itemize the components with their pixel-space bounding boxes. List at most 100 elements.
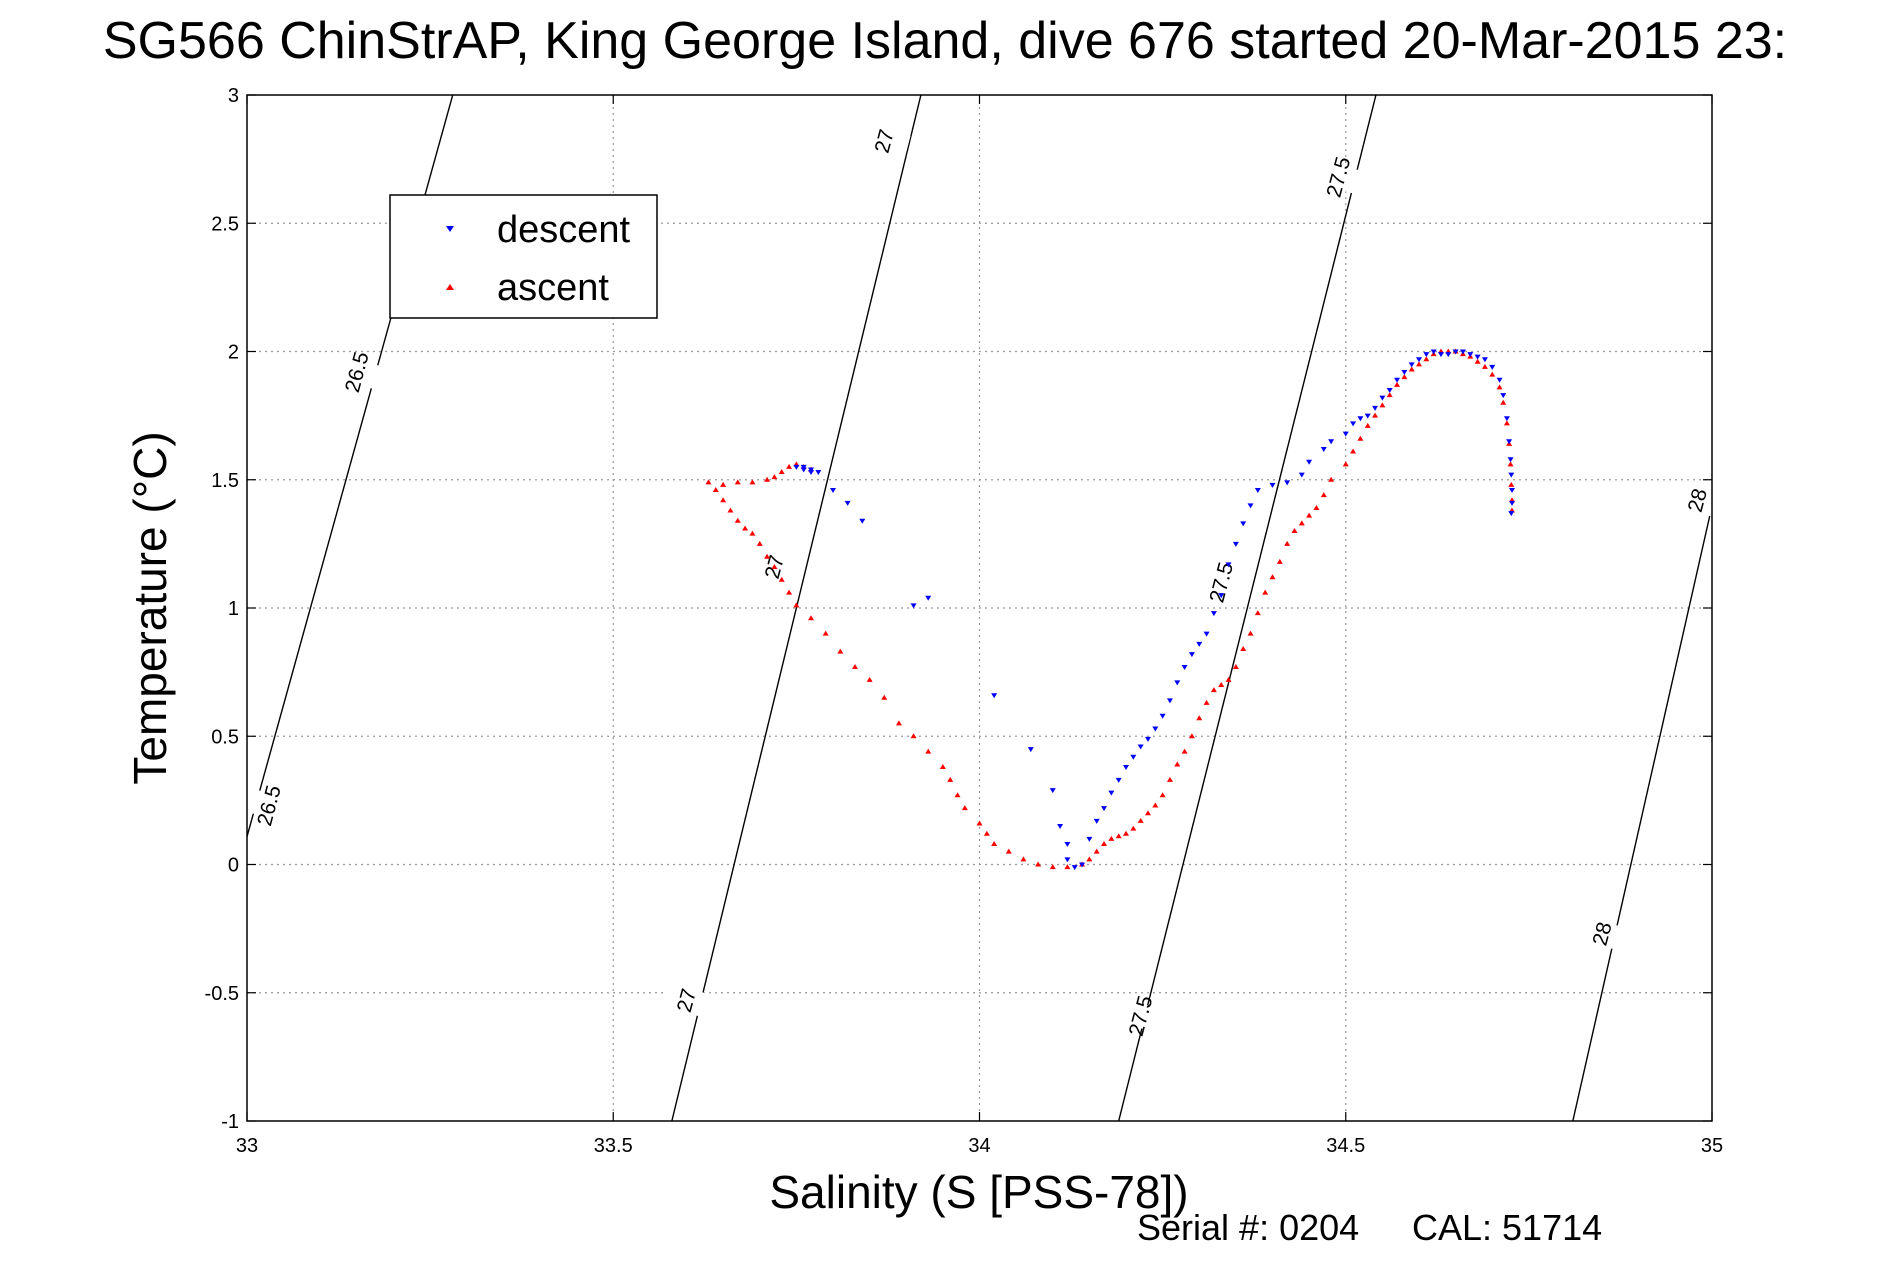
ascent-point bbox=[1247, 630, 1254, 636]
descent-point bbox=[1508, 472, 1515, 478]
ascent-point bbox=[778, 576, 785, 582]
x-tick-label: 35 bbox=[1701, 1135, 1723, 1157]
descent-point bbox=[1500, 393, 1507, 399]
ascent-point bbox=[1035, 861, 1042, 867]
ascent-point bbox=[1298, 520, 1305, 526]
ascent-point bbox=[1254, 610, 1261, 616]
ascent-point bbox=[1508, 481, 1515, 487]
legend: descent ascent bbox=[389, 194, 658, 319]
ascent-point bbox=[1507, 461, 1514, 467]
descent-point bbox=[1459, 349, 1466, 355]
descent-point bbox=[808, 470, 815, 476]
ascent-point bbox=[771, 563, 778, 569]
descent-point bbox=[1503, 416, 1510, 422]
descent-point bbox=[1057, 824, 1064, 830]
ascent-point bbox=[1372, 412, 1379, 418]
descent-point bbox=[1144, 736, 1151, 742]
descent-point bbox=[1474, 354, 1481, 360]
descent-point bbox=[1093, 818, 1100, 824]
ascent-point bbox=[881, 694, 888, 700]
ascent-point bbox=[1489, 371, 1496, 377]
descent-point bbox=[800, 467, 807, 473]
descent-point bbox=[925, 595, 932, 601]
ascent-point bbox=[1225, 676, 1232, 682]
descent-point bbox=[1357, 416, 1364, 422]
ascent-point bbox=[808, 615, 815, 621]
descent-point bbox=[1509, 500, 1516, 506]
descent-point bbox=[1027, 747, 1034, 753]
descent-point bbox=[1298, 472, 1305, 478]
ascent-point bbox=[749, 479, 756, 485]
descent-point bbox=[1108, 790, 1115, 796]
y-axis-label: Temperature (°C) bbox=[124, 431, 176, 784]
descent-point bbox=[1071, 865, 1078, 871]
ascent-point bbox=[1350, 448, 1357, 454]
descent-point bbox=[1394, 377, 1401, 383]
ascent-point bbox=[1174, 761, 1181, 767]
descent-point bbox=[1064, 857, 1071, 863]
ascent-point bbox=[961, 805, 968, 811]
ascent-point bbox=[1357, 435, 1364, 441]
descent-point bbox=[1218, 593, 1225, 599]
y-tick-labels: -1 -0.5 0 0.5 1 1.5 2 2.5 3 bbox=[205, 85, 239, 1133]
ascent-point bbox=[756, 540, 763, 546]
descent-point bbox=[1269, 482, 1276, 488]
ascent-point bbox=[910, 733, 917, 739]
ascent-point bbox=[1269, 574, 1276, 580]
y-tick-label: 0 bbox=[228, 855, 239, 877]
descent-point bbox=[800, 464, 807, 470]
x-tick-label: 33.5 bbox=[594, 1135, 633, 1157]
ascent-point bbox=[1005, 848, 1012, 854]
descent-point bbox=[1254, 488, 1261, 494]
ascent-point bbox=[764, 553, 771, 559]
descent-point bbox=[1232, 541, 1239, 547]
ascent-point bbox=[793, 602, 800, 608]
descent-point bbox=[1489, 364, 1496, 370]
ascent-point bbox=[954, 792, 961, 798]
descent-point bbox=[1064, 841, 1071, 847]
descent-point bbox=[1130, 754, 1137, 760]
y-tick-label: -0.5 bbox=[205, 983, 239, 1005]
descent-series bbox=[793, 349, 1516, 871]
contour-label-bg bbox=[1671, 482, 1724, 519]
ascent-point bbox=[1210, 687, 1217, 693]
ascent-point bbox=[991, 840, 998, 846]
contour-label-bg bbox=[1114, 998, 1167, 1034]
descent-point bbox=[1115, 777, 1122, 783]
ascent-point bbox=[1401, 374, 1408, 380]
descent-point bbox=[1152, 726, 1159, 732]
descent-point bbox=[910, 603, 917, 609]
ascent-point bbox=[1240, 646, 1247, 652]
contour-label-bg bbox=[1312, 159, 1365, 195]
descent-point bbox=[1247, 503, 1254, 509]
ascent-point bbox=[939, 764, 946, 770]
x-tick-label: 33 bbox=[236, 1135, 258, 1157]
ascent-point bbox=[1423, 356, 1430, 362]
ascent-point bbox=[1276, 558, 1283, 564]
legend-ascent-label: ascent bbox=[497, 267, 609, 309]
ascent-point bbox=[1232, 663, 1239, 669]
contour-label-bg bbox=[660, 982, 713, 1019]
descent-point bbox=[1423, 352, 1430, 358]
descent-point bbox=[1350, 421, 1357, 427]
ascent-point bbox=[1064, 864, 1071, 870]
descent-point bbox=[1123, 765, 1129, 771]
density-contour-27 bbox=[671, 95, 922, 1121]
ascent-point bbox=[1144, 810, 1151, 816]
y-tick-label: 0.5 bbox=[211, 726, 239, 748]
ascent-point bbox=[764, 476, 771, 482]
ascent-point bbox=[1218, 681, 1225, 687]
descent-point bbox=[1401, 370, 1408, 376]
y-tick-label: 3 bbox=[228, 85, 239, 107]
ascent-point bbox=[1416, 361, 1422, 367]
legend-descent-marker bbox=[446, 226, 454, 232]
ascent-point bbox=[786, 463, 793, 469]
descent-point bbox=[815, 470, 822, 476]
x-tick-labels: 33 33.5 34 34.5 35 bbox=[236, 1135, 1723, 1157]
ascent-point bbox=[1020, 856, 1027, 862]
ascent-point bbox=[705, 479, 712, 485]
ascent-point bbox=[1379, 402, 1386, 408]
ascent-point bbox=[1166, 776, 1173, 782]
